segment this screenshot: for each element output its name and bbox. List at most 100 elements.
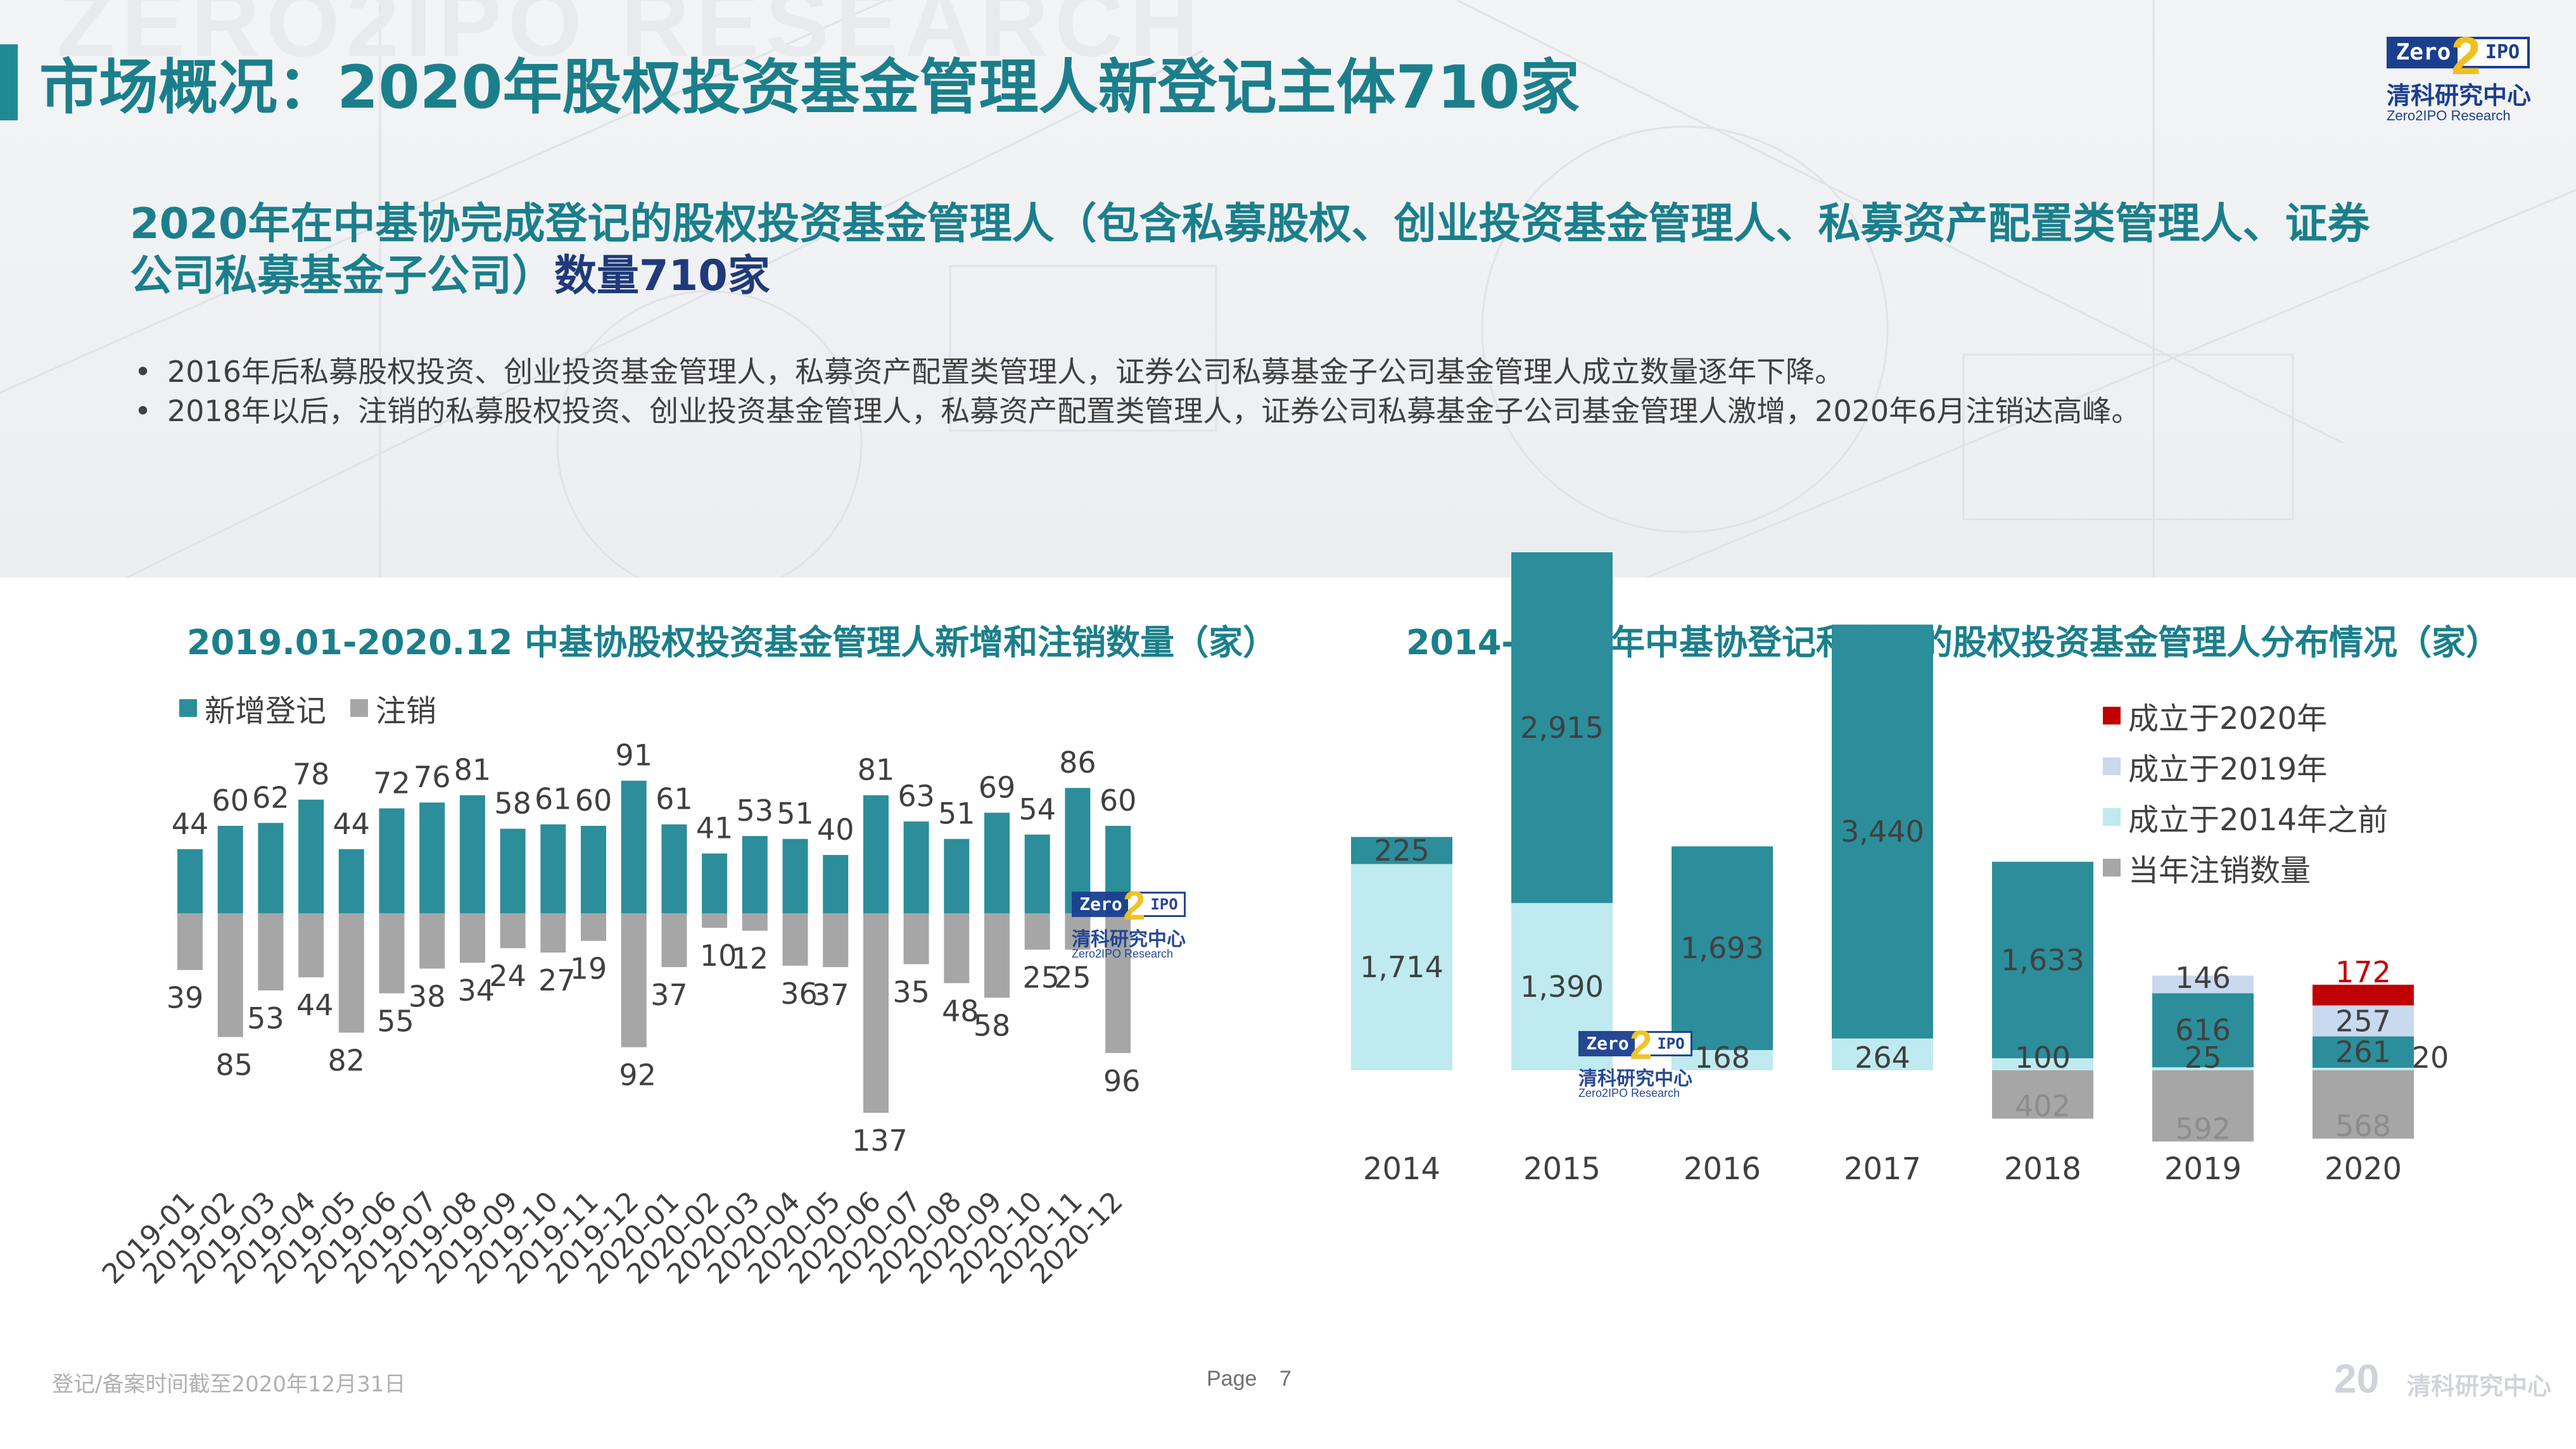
bar-cancel bbox=[742, 913, 768, 931]
legend-label: 成立于2019年 bbox=[2128, 752, 2328, 787]
x-tick-label: 2019-08 bbox=[379, 1186, 484, 1291]
wm-name-cn: 清科研究中心 bbox=[1072, 928, 1186, 951]
wm-badge-left: Zero bbox=[1580, 1033, 1635, 1054]
label-new: 61 bbox=[656, 782, 693, 816]
bar-new bbox=[944, 838, 970, 913]
label-before-2014: 25 bbox=[2185, 1041, 2222, 1075]
label-2020: 172 bbox=[2335, 955, 2391, 989]
logo-badge-left: Zero bbox=[2389, 39, 2458, 66]
seg-main bbox=[1511, 552, 1613, 903]
bar-new bbox=[177, 849, 203, 913]
bullet-list: • 2016年后私募股权投资、创业投资基金管理人，私募资产配置类管理人，证券公司… bbox=[134, 352, 2478, 431]
logo-badge-right: IPO bbox=[2485, 41, 2520, 63]
label-2019: 146 bbox=[2175, 961, 2231, 995]
bar-cancel bbox=[903, 913, 929, 965]
label-new: 69 bbox=[979, 770, 1016, 804]
x-tick-label: 2019-07 bbox=[338, 1186, 443, 1291]
x-tick-label: 2019-03 bbox=[177, 1186, 282, 1291]
page-number: 7 bbox=[1279, 1367, 1291, 1391]
legend-swatch-light-cyan bbox=[2103, 808, 2121, 826]
label-before-2014: 264 bbox=[1855, 1041, 1910, 1075]
bullet-text: 2016年后私募股权投资、创业投资基金管理人，私募资产配置类管理人，证券公司私募… bbox=[167, 355, 1844, 389]
seg-main bbox=[2313, 1036, 2414, 1068]
legend-swatch-gray bbox=[350, 699, 368, 717]
bar-cancel bbox=[1024, 913, 1050, 950]
label-new: 51 bbox=[777, 797, 814, 831]
bar-cancel bbox=[782, 913, 808, 966]
bar-cancel bbox=[581, 913, 606, 941]
wm-badge-2: 2 bbox=[1630, 1022, 1653, 1068]
x-tick-label: 2020-11 bbox=[984, 1186, 1089, 1291]
bar-new bbox=[702, 853, 728, 913]
logo-name-cn: 清科研究中心 bbox=[2387, 82, 2532, 110]
label-new: 63 bbox=[898, 779, 935, 813]
footer-brand-name: 清科研究中心 bbox=[2407, 1372, 2552, 1400]
seg-main bbox=[1351, 837, 1452, 864]
label-new: 61 bbox=[535, 782, 572, 816]
label-cancel: 24 bbox=[489, 959, 526, 993]
label-before-2014: 1,390 bbox=[1520, 970, 1604, 1004]
bar-new bbox=[823, 855, 849, 913]
label-new: 60 bbox=[575, 783, 612, 818]
bar-cancel bbox=[540, 913, 566, 953]
label-before-2014: 1,714 bbox=[1360, 950, 1443, 984]
bar-new bbox=[540, 824, 566, 913]
label-new: 60 bbox=[212, 783, 249, 818]
seg-cancelled bbox=[2313, 1070, 2414, 1139]
logo-name-en: Zero2IPO Research bbox=[2387, 108, 2511, 123]
bar-cancel bbox=[863, 913, 889, 1113]
x-tick-label: 2019 bbox=[2164, 1151, 2242, 1187]
seg-2019 bbox=[2152, 975, 2254, 994]
label-cancel: 25 bbox=[1054, 961, 1091, 995]
zero2ipo-logo: Zero 2 IPO 清科研究中心 Zero2IPO Research bbox=[2380, 26, 2539, 125]
bar-cancel bbox=[177, 913, 203, 970]
bullet-marker: • bbox=[134, 355, 152, 389]
label-new: 58 bbox=[494, 787, 531, 821]
label-cancel: 85 bbox=[215, 1048, 253, 1082]
label-new: 40 bbox=[817, 813, 854, 847]
label-cancelled: 568 bbox=[2335, 1109, 2391, 1143]
label-before-2014: 100 bbox=[2015, 1041, 2071, 1075]
legend-item-2019: 成立于2019年 bbox=[2103, 741, 2388, 792]
label-new: 86 bbox=[1059, 745, 1096, 780]
legend-swatch-gray bbox=[2103, 859, 2121, 876]
x-tick-label: 2019-01 bbox=[96, 1186, 201, 1291]
header-watermark: ZERO2IPO RESEARCH bbox=[57, 0, 1205, 76]
legend-item-cancel: 注销 bbox=[350, 686, 436, 730]
x-tick-label: 2016 bbox=[1684, 1151, 1761, 1187]
legend-item-new: 新增登记 bbox=[179, 686, 326, 730]
headline-part3: 数量710家 bbox=[554, 251, 770, 300]
seg-before-2014 bbox=[1351, 864, 1452, 1070]
label-new: 41 bbox=[696, 811, 733, 845]
legend-swatch-red bbox=[2103, 707, 2121, 724]
label-main: 3,440 bbox=[1841, 814, 1924, 849]
legend-item-2020: 成立于2020年 bbox=[2103, 690, 2388, 741]
legend-swatch-light-blue bbox=[2103, 757, 2121, 775]
bar-cancel bbox=[419, 913, 445, 969]
x-tick-label: 2019-11 bbox=[500, 1186, 605, 1291]
label-cancel: 44 bbox=[296, 988, 334, 1022]
label-new: 53 bbox=[737, 794, 774, 828]
label-new: 78 bbox=[293, 757, 330, 792]
label-cancel: 37 bbox=[812, 978, 849, 1012]
right-chart-title: 2014-2020年中基协登记和注销的股权投资基金管理人分布情况（家） bbox=[1406, 623, 2500, 662]
label-cancel: 82 bbox=[328, 1044, 365, 1078]
logo-badge: Zero 2 IPO bbox=[2387, 26, 2530, 85]
x-tick-label: 2019-10 bbox=[459, 1186, 564, 1291]
bar-new bbox=[782, 838, 808, 913]
footer-note: 登记/备案时间截至2020年12月31日 bbox=[52, 1372, 406, 1397]
bar-new bbox=[217, 826, 243, 913]
bar-cancel bbox=[984, 913, 1010, 998]
bar-new bbox=[581, 826, 606, 913]
x-tick-label: 2019-02 bbox=[136, 1186, 241, 1291]
bar-new bbox=[459, 795, 485, 913]
bar-cancel bbox=[379, 913, 405, 994]
wm-name-en: Zero2IPO Research bbox=[1578, 1087, 1680, 1099]
label-cancel: 34 bbox=[458, 973, 495, 1008]
bar-cancel bbox=[298, 913, 324, 978]
label-new: 44 bbox=[172, 807, 209, 841]
bullet-marker: • bbox=[134, 394, 152, 428]
label-cancel: 39 bbox=[167, 981, 204, 1015]
x-tick-label: 2020-02 bbox=[621, 1186, 726, 1291]
bar-cancel bbox=[217, 913, 243, 1037]
